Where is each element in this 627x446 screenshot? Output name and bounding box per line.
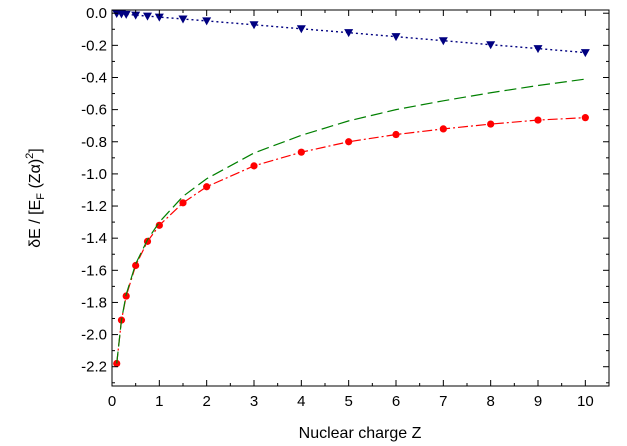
data-point (487, 120, 495, 128)
y-axis-title-delta-e: δE / [E (27, 200, 44, 248)
x-tick-label: 5 (344, 393, 352, 410)
y-tick-label: -0.2 (81, 37, 107, 54)
y-tick-label: -2.2 (81, 359, 107, 376)
data-point (534, 116, 542, 124)
ticks-layer: 0 1 2 3 4 5 6 7 8 9 10 0.0 -0.2 -0.4 -0.6 -0.8 -1.0 -1.2 -… (81, 5, 609, 410)
x-tick-label: 9 (534, 393, 542, 410)
y-axis-title-sub-f: F (35, 193, 47, 200)
y-axis-title-end: ] (27, 148, 44, 152)
series-1 (113, 114, 589, 368)
data-point (345, 138, 353, 146)
y-tick-label: -1.4 (81, 230, 107, 247)
y-tick-label: -0.4 (81, 69, 107, 86)
y-axis-title-close: ) (27, 159, 44, 164)
data-point (391, 33, 401, 42)
x-tick-label: 0 (108, 393, 116, 410)
series-layer (112, 10, 590, 368)
data-point (132, 261, 140, 270)
x-axis-title: Nuclear charge Z (299, 425, 422, 442)
data-point (143, 12, 152, 21)
data-point (344, 29, 354, 38)
data-point (178, 15, 188, 24)
y-axis-title-exp: 2 (24, 153, 36, 159)
data-point (439, 125, 447, 133)
y-tick-label: -1.2 (81, 198, 107, 215)
x-tick-label: 1 (155, 393, 163, 410)
y-axis-title-alpha: α (27, 164, 44, 173)
series-3 (112, 10, 590, 58)
data-point (131, 11, 141, 20)
x-tick-label: 2 (202, 393, 210, 410)
x-tick-label: 10 (577, 393, 594, 410)
data-point (250, 162, 258, 170)
data-point (113, 359, 121, 368)
data-point (179, 199, 187, 207)
x-tick-label: 8 (486, 393, 494, 410)
data-point (486, 41, 496, 50)
y-tick-label: -0.6 (81, 102, 107, 119)
data-point (533, 45, 543, 54)
data-point (202, 17, 212, 26)
y-tick-label: -2.0 (81, 327, 107, 344)
y-axis-title: δE / [EF (Zα)2] (24, 148, 47, 247)
data-point (581, 114, 589, 122)
data-point (438, 37, 448, 46)
plot-frame (111, 9, 610, 387)
y-axis-title-z-alpha-open: (Z (27, 173, 44, 193)
data-point (203, 183, 211, 191)
y-tick-label: 0.0 (86, 5, 107, 22)
data-point (155, 221, 163, 229)
data-point (297, 148, 305, 156)
y-tick-label: -1.8 (81, 294, 107, 311)
y-tick-label: -0.8 (81, 134, 107, 151)
series-2 (116, 78, 586, 364)
data-point (392, 130, 400, 139)
plot-background (112, 10, 609, 386)
x-tick-label: 3 (250, 393, 258, 410)
x-tick-label: 4 (297, 393, 305, 410)
series-line (116, 12, 586, 54)
series-line (116, 117, 586, 364)
x-tick-label: 6 (392, 393, 400, 410)
data-point (121, 10, 131, 19)
data-point (296, 25, 306, 34)
x-tick-label: 7 (439, 393, 447, 410)
data-point (154, 13, 164, 22)
y-tick-label: -1.6 (81, 262, 107, 279)
series-line (116, 78, 586, 364)
y-tick-label: -1.0 (81, 166, 107, 183)
data-point (580, 49, 590, 58)
data-point (249, 21, 259, 30)
